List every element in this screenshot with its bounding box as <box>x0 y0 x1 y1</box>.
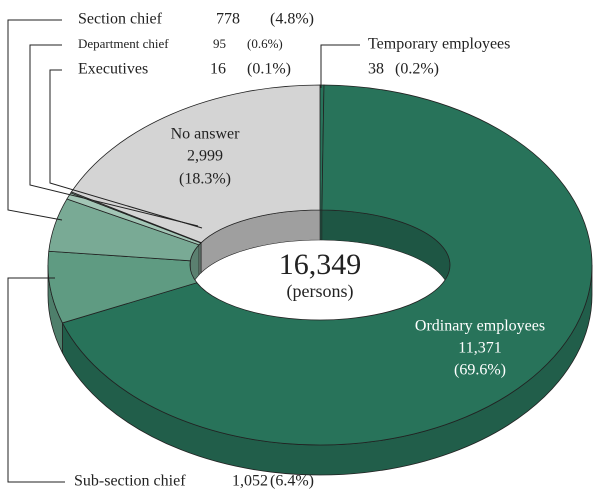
slice-name: Ordinary employees <box>415 318 545 335</box>
leader-line <box>7 19 63 221</box>
slice-name: Department chief <box>78 36 169 51</box>
leader-line <box>7 277 65 483</box>
leader-line <box>29 44 199 227</box>
slice-name: Sub-section chief <box>74 473 186 490</box>
slice-name: Executives <box>78 61 148 78</box>
leader-lines <box>7 19 360 483</box>
slice-name: Section chief <box>78 11 163 28</box>
total: 16,349 <box>279 248 362 281</box>
slice-value: 2,999 <box>187 148 223 165</box>
slice-value: 38 <box>368 61 384 78</box>
slice-name: No answer <box>171 126 241 143</box>
slices <box>47 84 593 446</box>
slice-percent: (4.8%) <box>270 11 314 28</box>
slice-value: 778 <box>216 11 240 28</box>
total-unit: (persons) <box>287 281 354 302</box>
slice-percent: (6.4%) <box>270 473 314 490</box>
slice <box>61 84 593 446</box>
slice-percent: (69.6%) <box>454 362 506 379</box>
slice-percent: (0.1%) <box>247 61 291 78</box>
slice-value: 1,052 <box>232 473 268 490</box>
slice-value: 11,371 <box>458 340 501 357</box>
slice-value: 95 <box>213 36 226 51</box>
slice-percent: (0.6%) <box>247 36 283 51</box>
slice <box>70 84 321 244</box>
leader-line <box>49 69 203 229</box>
leader-line <box>320 44 360 88</box>
slice-percent: (0.2%) <box>395 61 439 78</box>
slice-name: Temporary employees <box>368 36 510 53</box>
slice-percent: (18.3%) <box>179 171 231 188</box>
slice-value: 16 <box>210 61 226 78</box>
